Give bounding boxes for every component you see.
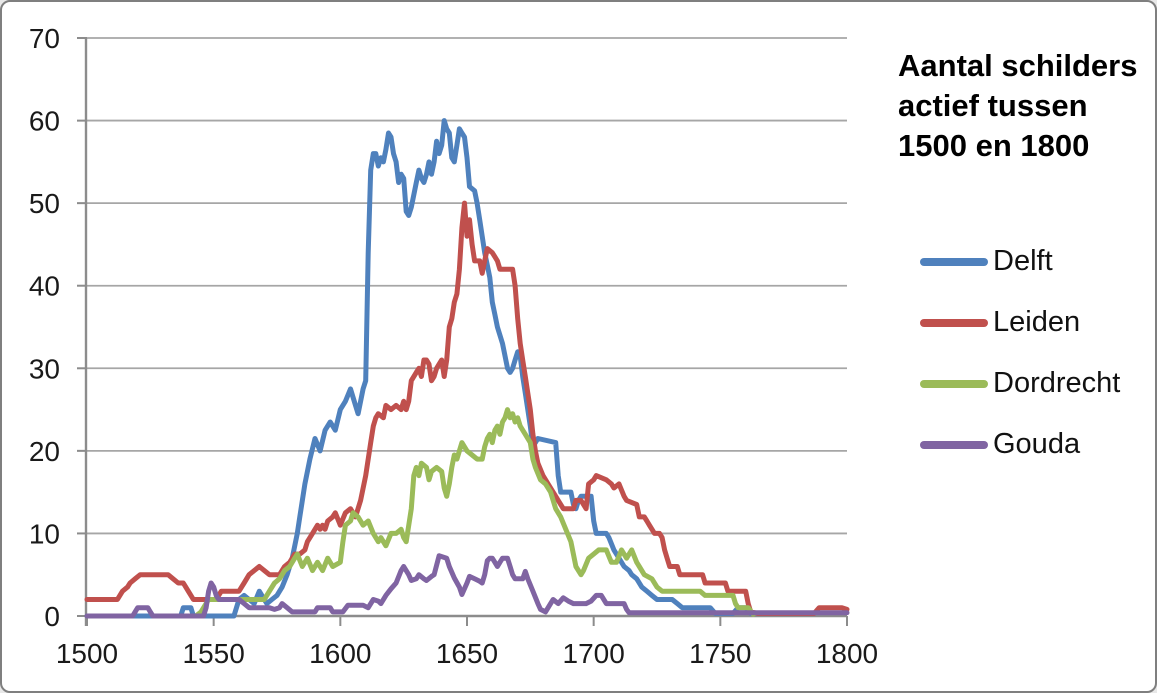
y-tick-label: 0 bbox=[44, 601, 60, 632]
y-tick-label: 60 bbox=[29, 106, 60, 137]
series-line-delft bbox=[84, 118, 754, 619]
legend-line-swatch-gouda bbox=[920, 440, 988, 449]
legend-line-swatch-delft bbox=[920, 257, 988, 266]
legend-label: Dordrecht bbox=[993, 367, 1121, 399]
legend: Delft Leiden Dordrecht Gouda bbox=[920, 231, 1120, 475]
x-tick-label: 1500 bbox=[56, 638, 118, 669]
y-tick-label: 70 bbox=[29, 23, 60, 54]
x-tick-label: 1750 bbox=[689, 638, 751, 669]
y-tick-label: 10 bbox=[29, 518, 60, 549]
chart-title-line: Aantal schilders bbox=[898, 48, 1138, 83]
y-tick-label: 40 bbox=[29, 271, 60, 302]
legend-line-swatch-leiden bbox=[920, 318, 988, 327]
series-line-leiden bbox=[84, 200, 850, 616]
y-tick-label: 50 bbox=[29, 188, 60, 219]
chart-title: Aantal schilders actief tussen 1500 en 1… bbox=[898, 46, 1148, 166]
x-tick-label: 1600 bbox=[309, 638, 371, 669]
x-tick-label: 1650 bbox=[436, 638, 498, 669]
x-tick-label: 1800 bbox=[816, 638, 878, 669]
legend-label: Leiden bbox=[993, 306, 1081, 338]
y-tick-label: 20 bbox=[29, 436, 60, 467]
legend-label: Gouda bbox=[993, 428, 1081, 460]
y-tick-label: 30 bbox=[29, 353, 60, 384]
series-line-gouda bbox=[84, 553, 850, 619]
legend-item-delft: Delft bbox=[920, 231, 1120, 292]
legend-item-dordrecht: Dordrecht bbox=[920, 353, 1120, 414]
chart-title-line: 1500 en 1800 bbox=[898, 128, 1090, 163]
x-tick-label: 1550 bbox=[183, 638, 245, 669]
legend-line-swatch-dordrecht bbox=[920, 379, 988, 388]
chart-title-line: actief tussen bbox=[898, 88, 1088, 123]
legend-item-leiden: Leiden bbox=[920, 292, 1120, 353]
x-tick-label: 1700 bbox=[563, 638, 625, 669]
legend-label: Delft bbox=[993, 245, 1053, 277]
series-line-dordrecht bbox=[193, 407, 756, 619]
legend-item-gouda: Gouda bbox=[920, 414, 1120, 475]
